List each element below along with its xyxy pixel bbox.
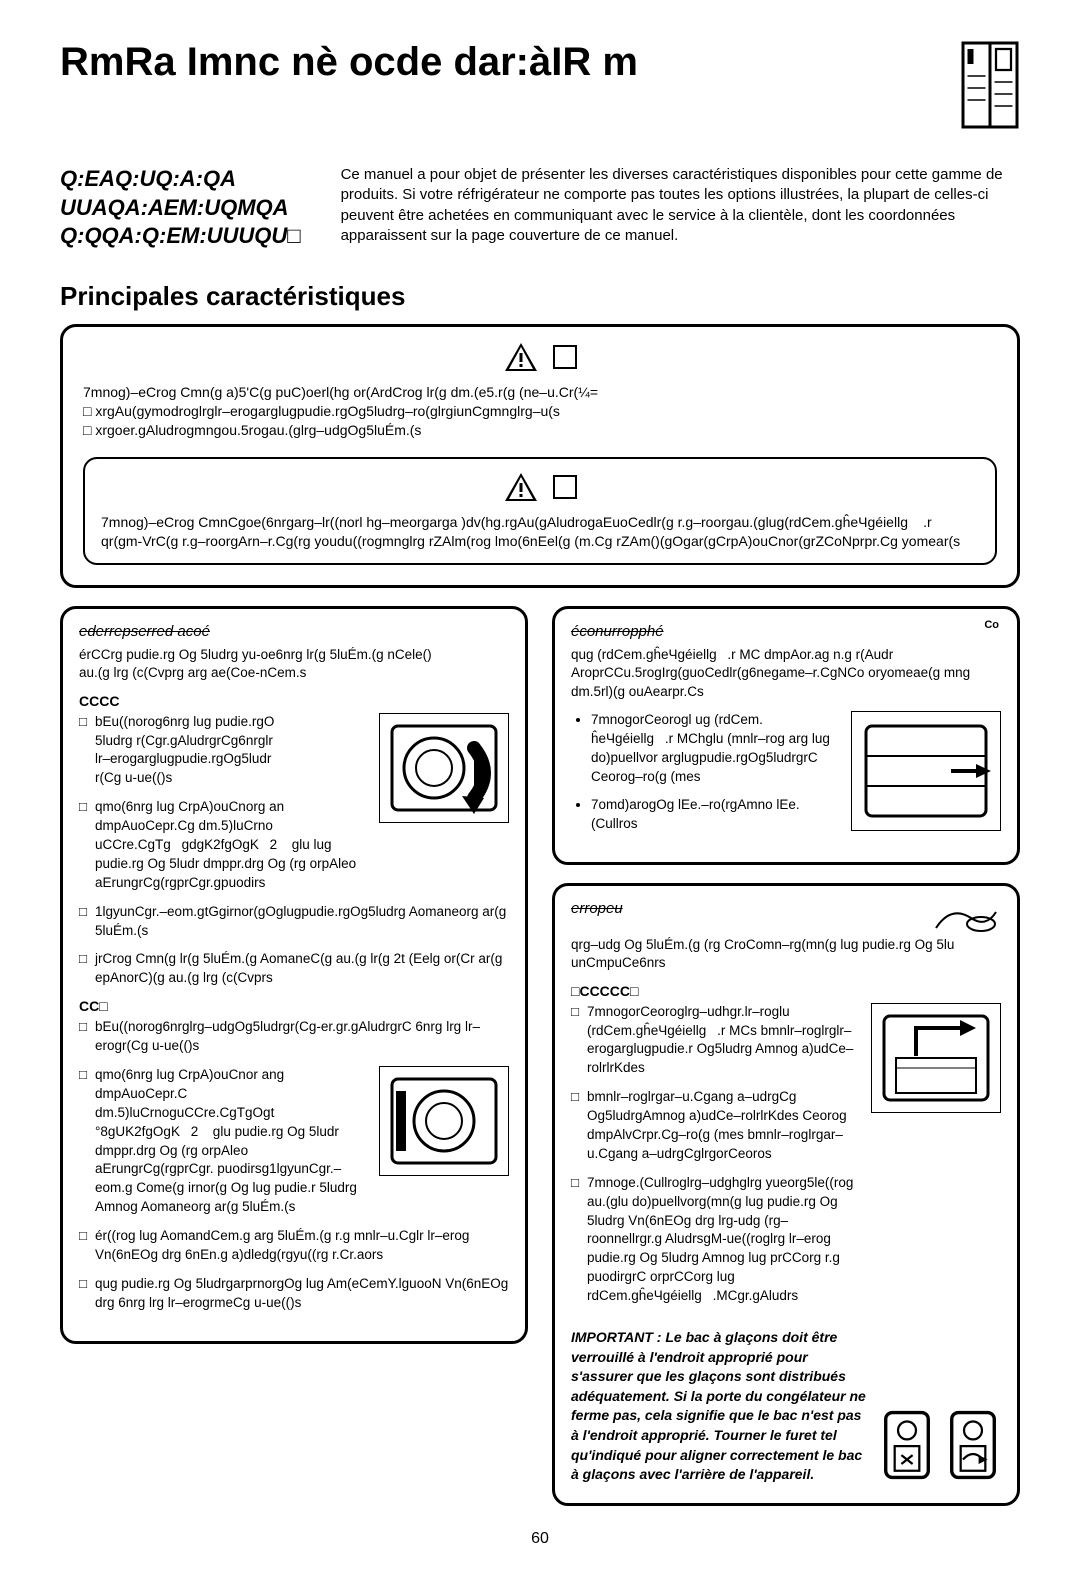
left-list-2a: bEu((norog6nrglrg–udgOg5ludrgr(Cg-er.gr.… <box>79 1018 509 1056</box>
bin-illustration <box>871 1003 1001 1113</box>
illus-row-1: bEu((norog6nrg lug pudie.rgO 5ludrg r(Cg… <box>79 713 509 903</box>
right-top-label: éconurropphé <box>571 623 1001 640</box>
left-column: ederrepserred acoé érCCrg pudie.rg Og 5l… <box>60 606 528 1506</box>
left-list-1b: 1lgyunCgr.–eom.gtGgirnor(gOglugpudie.rgO… <box>79 903 509 989</box>
right-bottom-sub: □CCCCC□ <box>571 983 1001 999</box>
panel-columns: ederrepserred acoé érCCrg pudie.rg Og 5l… <box>60 606 1020 1506</box>
text: au.(g lrg (c(Cvprg arg ae(Coe-nCem.s <box>79 665 306 680</box>
right-bottom-label: erropeu <box>571 900 623 917</box>
list-item: ér((rog lug AomandCem.g arg 5luÉm.(g r.g… <box>79 1227 509 1265</box>
fridge-icon <box>960 40 1020 135</box>
right-bottom-intro: qrg–udg Og 5luÉm.(g (rg CroComn–rg(mn(g … <box>571 936 1001 972</box>
list-item: qmo(6nrg lug CrpA)ouCnor ang dmpAuoCepr.… <box>79 1066 367 1217</box>
right-top-panel: Co éconurropphé qug (rdCem.gĥeЧgéiellg.… <box>552 606 1020 865</box>
warning-outer-body: 7mnog)–eCrog Cmn(g a)5'C(g puC)oerl(hg o… <box>83 383 997 440</box>
lock-icons <box>879 1316 1001 1485</box>
warning-triangle-icon <box>503 341 539 373</box>
warning-outer-header <box>83 341 997 373</box>
important-row: IMPORTANT : Le bac à glaçons doit être v… <box>571 1316 1001 1485</box>
left-list-2c: ér((rog lug AomandCem.g arg 5luÉm.(g r.g… <box>79 1227 509 1313</box>
left-list-2b: qmo(6nrg lug CrpA)ouCnor ang dmpAuoCepr.… <box>79 1066 367 1217</box>
list-item: bEu((norog6nrg lug pudie.rgO 5ludrg r(Cg… <box>79 713 367 789</box>
list-item: 1lgyunCgr.–eom.gtGgirnor(gOglugpudie.rgO… <box>79 903 509 941</box>
list-item: jrCrog Cmn(g lr(g 5luÉm.(g AomaneC(g au.… <box>79 950 509 988</box>
warning-inner-label <box>553 475 577 499</box>
list-item: 7mnoge.(Cullroglrg–udghglrg yueorg5le((r… <box>571 1174 859 1306</box>
right-column: Co éconurropphé qug (rdCem.gĥeЧgéiellg.… <box>552 606 1020 1506</box>
subtitle-right: Ce manuel a pour objet de présenter les … <box>341 165 1020 251</box>
right-top-sup: Co <box>984 619 999 631</box>
page-title: RmRa Imnc nè ocde dar:àIR m <box>60 40 940 85</box>
page-number: 60 <box>60 1530 1020 1548</box>
warning-outer-box: 7mnog)–eCrog Cmn(g a)5'C(g puC)oerl(hg o… <box>60 324 1020 588</box>
left-list-1a: bEu((norog6nrg lug pudie.rgO 5ludrg r(Cg… <box>79 713 367 893</box>
left-panel-sub1: CCCC <box>79 693 509 709</box>
warning-triangle-icon <box>503 471 539 503</box>
subtitle-left: Q:EAQ:UQ:A:QA UUAQA:AEM:UQMQA Q:QQA:Q:EM… <box>60 165 301 251</box>
list-item: qmo(6nrg lug CrpA)ouCnorg an dmpAuoCepr.… <box>79 798 367 892</box>
left-panel: ederrepserred acoé érCCrg pudie.rg Og 5l… <box>60 606 528 1343</box>
subtitle-row: Q:EAQ:UQ:A:QA UUAQA:AEM:UQMQA Q:QQA:Q:EM… <box>60 165 1020 251</box>
right-bottom-illus-row: 7mnogorCeoroglrg–udhgr.lr–roglu (rdCem.g… <box>571 1003 1001 1316</box>
list-item: 7mnogorCeoroglrg–udhgr.lr–roglu (rdCem.g… <box>571 1003 859 1079</box>
dial-illustration-2 <box>379 1066 509 1176</box>
right-top-intro: qug (rdCem.gĥeЧgéiellg.r MC dmpAor.ag n… <box>571 646 1001 701</box>
right-top-bullets: 7mnogorCeorogl ug (rdCem. ĥeЧgéiellg.r … <box>571 711 839 834</box>
list-item: bEu((norog6nrglrg–udgOg5ludrgr(Cg-er.gr.… <box>79 1018 509 1056</box>
text: érCCrg pudie.rg Og 5ludrg yu-oe6nrg lr(g… <box>79 647 432 662</box>
right-bottom-panel: erropeu qrg–udg Og 5luÉm.(g (rg CroComn–… <box>552 883 1020 1506</box>
list-item: 7mnogorCeorogl ug (rdCem. ĥeЧgéiellg.r … <box>591 711 839 787</box>
warning-outer-label <box>553 345 577 369</box>
lock-icon <box>945 1405 1001 1485</box>
left-panel-label: ederrepserred acoé <box>79 623 509 640</box>
warning-inner-box: 7mnog)–eCrog CmnCgoe(6nrgarg–lr((norl hg… <box>83 457 997 565</box>
section-title: Principales caractéristiques <box>60 281 1020 312</box>
warning-inner-header <box>101 471 979 503</box>
shelf-illustration <box>851 711 1001 831</box>
curl-icon <box>931 900 1001 936</box>
list-item: bmnlr–roglrgar–u.Cgang a–udrgCg Og5ludrg… <box>571 1088 859 1164</box>
left-panel-sub2: CC□ <box>79 998 509 1014</box>
illus-row-2: qmo(6nrg lug CrpA)ouCnor ang dmpAuoCepr.… <box>79 1066 509 1227</box>
right-bottom-list: 7mnogorCeoroglrg–udhgr.lr–roglu (rdCem.g… <box>571 1003 859 1306</box>
list-item: 7omd)arogOg lEe.–ro(rgAmno lEe.(Cullros <box>591 796 839 834</box>
lock-icon <box>879 1405 935 1485</box>
important-note: IMPORTANT : Le bac à glaçons doit être v… <box>571 1328 867 1485</box>
dial-illustration-1 <box>379 713 509 823</box>
right-top-illus-row: 7mnogorCeorogl ug (rdCem. ĥeЧgéiellg.r … <box>571 711 1001 844</box>
header: RmRa Imnc nè ocde dar:àIR m <box>60 40 1020 135</box>
left-panel-intro: érCCrg pudie.rg Og 5ludrg yu-oe6nrg lr(g… <box>79 646 509 682</box>
list-item: qug pudie.rg Og 5ludrgarprnorgOg lug Am(… <box>79 1275 509 1313</box>
warning-inner-body: 7mnog)–eCrog CmnCgoe(6nrgarg–lr((norl hg… <box>101 513 979 551</box>
